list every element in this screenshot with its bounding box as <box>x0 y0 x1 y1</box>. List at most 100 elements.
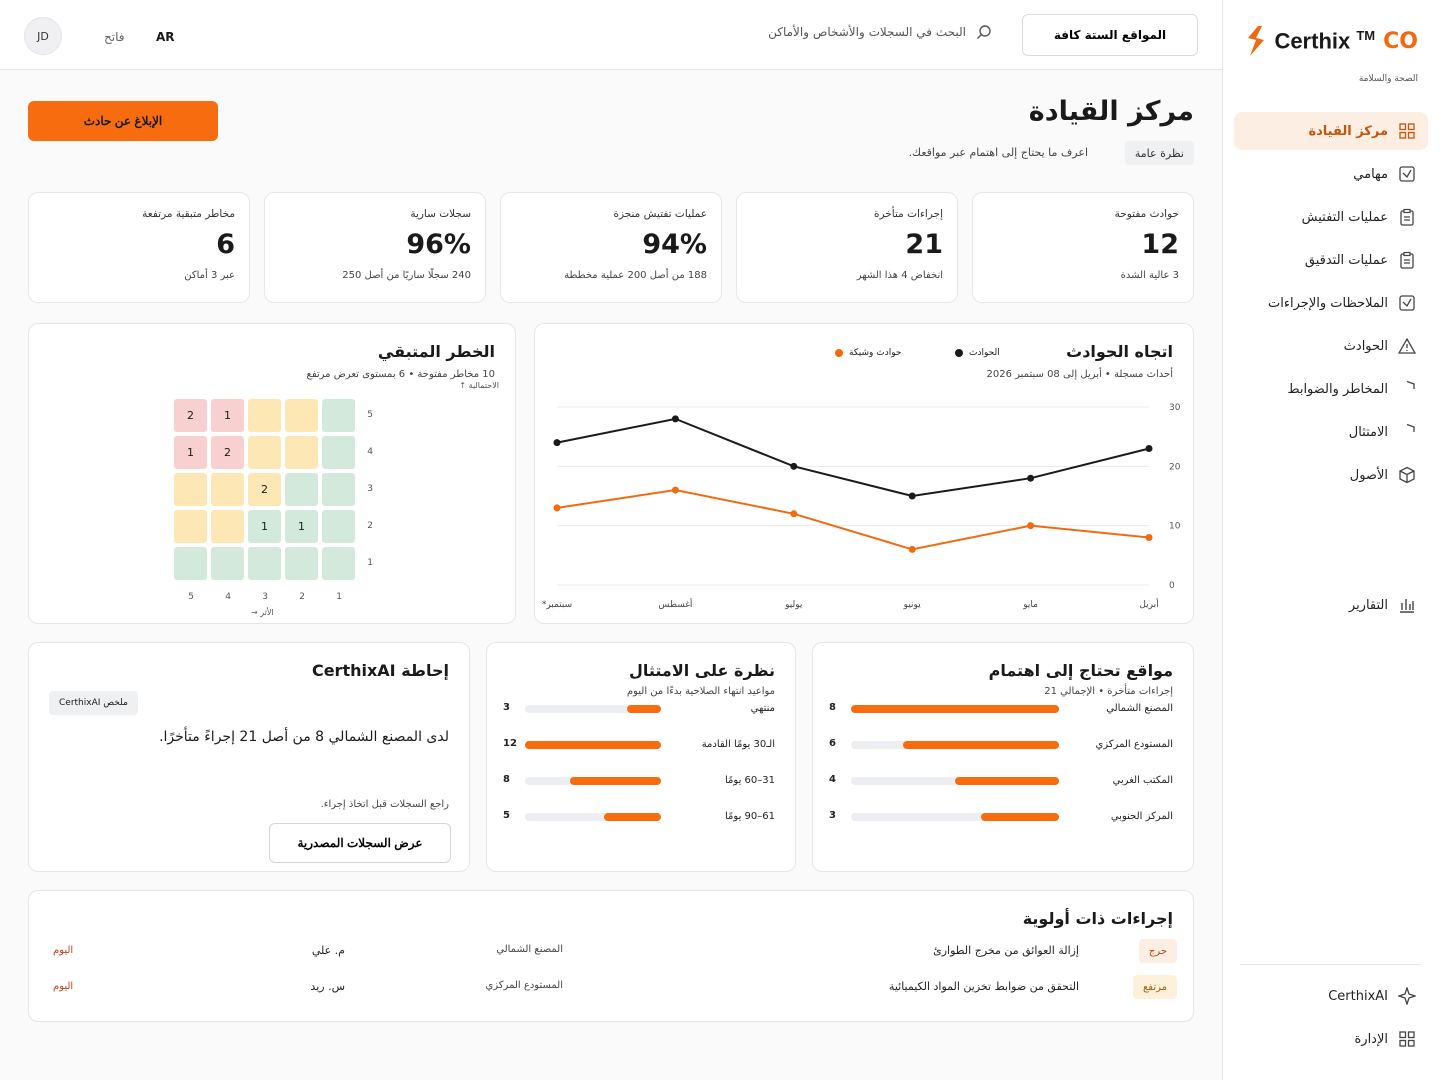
task-site: المصنع الشمالي <box>496 944 563 955</box>
sidebar-item-label: الامتثال <box>1348 424 1388 440</box>
search-bar[interactable]: البحث في السجلات والأشخاص والأماكن <box>768 24 992 40</box>
sidebar-item-admin[interactable]: الإدارة <box>1234 1020 1428 1058</box>
bar-fill[interactable] <box>903 741 1059 749</box>
bar-fill[interactable] <box>570 777 661 785</box>
table-row[interactable]: مرتفع التحقق من ضوابط تخزين المواد الكيمي… <box>29 975 1193 1001</box>
heatmap-cell[interactable]: 1 <box>285 510 318 543</box>
heatmap-cell[interactable]: 1 <box>211 399 244 432</box>
task-name[interactable]: التحقق من ضوابط تخزين المواد الكيميائية <box>888 980 1079 993</box>
heatmap-cell[interactable] <box>174 510 207 543</box>
heatmap-cell[interactable] <box>211 547 244 580</box>
heatmap-cell[interactable]: 1 <box>248 510 281 543</box>
heatmap-cell[interactable] <box>322 473 355 506</box>
theme-toggle[interactable]: فاتح <box>104 30 125 44</box>
heatmap-cell[interactable]: 1 <box>174 436 207 469</box>
heatmap-cell[interactable] <box>174 547 207 580</box>
heatmap-cell[interactable] <box>285 436 318 469</box>
heatmap-cell[interactable] <box>248 399 281 432</box>
heatmap-cell[interactable] <box>322 399 355 432</box>
heatmap-cell[interactable] <box>322 547 355 580</box>
sidebar-item-ai[interactable]: CerthixAI <box>1234 977 1428 1015</box>
site-selector-button[interactable]: المواقع الستة كافة <box>1022 14 1198 56</box>
heatmap-cell[interactable] <box>211 473 244 506</box>
sidebar-item-2[interactable]: عمليات التفتيش <box>1234 198 1428 236</box>
heatmap-cell[interactable] <box>285 547 318 580</box>
bar-fill[interactable] <box>604 813 661 821</box>
bar-value: 8 <box>503 774 510 785</box>
impact-tick: 2 <box>299 592 305 602</box>
bar-label: المصنع الشمالي <box>1106 703 1173 714</box>
y-tick-label: 30 <box>1169 403 1181 413</box>
bar-fill[interactable] <box>955 777 1059 785</box>
bar-fill[interactable] <box>525 741 661 749</box>
data-point[interactable] <box>790 462 798 470</box>
kpi-card[interactable]: عمليات تفتيش منجزة 94% 188 من أصل 200 عملي… <box>500 192 722 303</box>
sidebar-item-3[interactable]: عمليات التدقيق <box>1234 241 1428 279</box>
heatmap-cell[interactable] <box>174 473 207 506</box>
data-point[interactable] <box>553 439 561 447</box>
kpi-note: 188 من أصل 200 عملية مخططة <box>564 270 707 281</box>
heatmap-cell[interactable] <box>248 436 281 469</box>
kpi-label: إجراءات متأخرة <box>874 208 943 220</box>
shield-icon <box>1406 423 1415 432</box>
task-owner: م. علي <box>311 944 345 957</box>
search-input[interactable]: البحث في السجلات والأشخاص والأماكن <box>768 25 966 39</box>
user-avatar[interactable]: JD <box>24 17 62 55</box>
view-source-records-button[interactable]: عرض السجلات المصدرية <box>269 823 451 863</box>
overview-chip: نظرة عامة <box>1124 141 1194 165</box>
heatmap-cell[interactable] <box>322 436 355 469</box>
data-point[interactable] <box>1145 445 1153 453</box>
sidebar-item-8[interactable]: الأصول <box>1234 456 1428 494</box>
priority-actions-card: إجراءات ذات أولوية حرج إزالة العوائق من م… <box>28 890 1194 1022</box>
sidebar-item-label: مهامي <box>1353 166 1388 182</box>
heatmap-cell[interactable]: 2 <box>248 473 281 506</box>
data-point[interactable] <box>671 415 679 423</box>
bar-fill[interactable] <box>627 705 661 713</box>
kpi-note: انخفاض 4 هذا الشهر <box>856 270 943 281</box>
heatmap-cell[interactable] <box>285 473 318 506</box>
sidebar-item-0[interactable]: مركز القيادة <box>1234 112 1428 150</box>
sidebar-item-5[interactable]: الحوادث <box>1234 327 1428 365</box>
sidebar-item-4[interactable]: الملاحظات والإجراءات <box>1234 284 1428 322</box>
data-point[interactable] <box>1027 474 1035 482</box>
data-point[interactable] <box>1145 534 1153 542</box>
sidebar-item-6[interactable]: المخاطر والضوابط <box>1234 370 1428 408</box>
bar-label: 61–90 يومًا <box>725 811 775 822</box>
certhix-logo-icon <box>1248 26 1265 56</box>
data-point[interactable] <box>908 545 916 553</box>
data-point[interactable] <box>908 492 916 500</box>
report-incident-button[interactable]: الإبلاغ عن حادث <box>28 101 218 141</box>
compliance-subtitle: مواعيد انتهاء الصلاحية بدءًا من اليوم <box>626 686 775 697</box>
kpi-card[interactable]: حوادث مفتوحة 12 3 عالية الشدة <box>972 192 1194 303</box>
data-point[interactable] <box>790 510 798 518</box>
table-row[interactable]: حرج إزالة العوائق من مخرج الطوارئ المصنع ا… <box>29 939 1193 965</box>
data-point[interactable] <box>1027 522 1035 530</box>
sidebar-item-7[interactable]: الامتثال <box>1234 413 1428 451</box>
sites-title: مواقع تحتاج إلى اهتمام <box>988 661 1173 680</box>
sidebar-item-label: الإدارة <box>1354 1031 1388 1047</box>
kpi-card[interactable]: سجلات سارية 96% 240 سجلًا ساريًا من أصل 25… <box>264 192 486 303</box>
kpi-card[interactable]: مخاطر متبقية مرتفعة 6 عبر 3 أماكن <box>28 192 250 303</box>
impact-tick: 5 <box>188 592 194 602</box>
data-point[interactable] <box>671 486 679 494</box>
heatmap-cell[interactable]: 2 <box>174 399 207 432</box>
brand-logo[interactable]: Certhix TM CO <box>1242 24 1418 58</box>
bar-fill[interactable] <box>851 705 1059 713</box>
language-toggle[interactable]: AR <box>156 30 175 44</box>
risk-title: الخطر المتبقي <box>377 342 495 361</box>
task-due: اليوم <box>53 945 74 956</box>
kpi-value: 96% <box>406 229 471 260</box>
sidebar-item-reports[interactable]: التقارير <box>1234 586 1428 624</box>
heatmap-cell[interactable] <box>285 399 318 432</box>
heatmap-cell[interactable] <box>322 510 355 543</box>
sidebar-item-label: التقارير <box>1348 597 1388 613</box>
task-name[interactable]: إزالة العوائق من مخرج الطوارئ <box>933 944 1079 957</box>
heatmap-cell[interactable] <box>211 510 244 543</box>
compliance-title: نظرة على الامتثال <box>628 661 775 680</box>
kpi-card[interactable]: إجراءات متأخرة 21 انخفاض 4 هذا الشهر <box>736 192 958 303</box>
sidebar-item-1[interactable]: مهامي <box>1234 155 1428 193</box>
heatmap-cell[interactable]: 2 <box>211 436 244 469</box>
data-point[interactable] <box>553 504 561 512</box>
bar-fill[interactable] <box>981 813 1059 821</box>
heatmap-cell[interactable] <box>248 547 281 580</box>
